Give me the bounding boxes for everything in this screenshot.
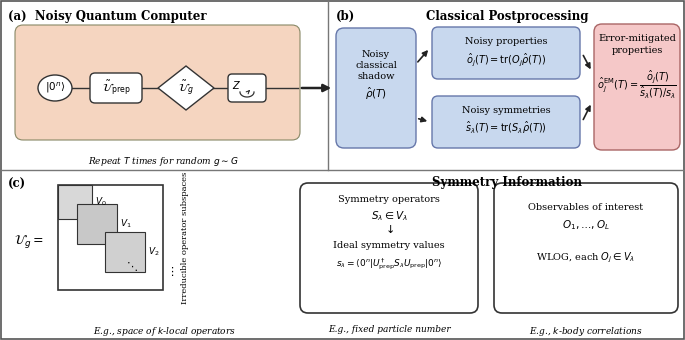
Text: $V_1$: $V_1$: [120, 218, 132, 230]
Text: E.g., $k$-body correlations: E.g., $k$-body correlations: [529, 325, 643, 338]
Polygon shape: [158, 66, 214, 110]
FancyBboxPatch shape: [90, 73, 142, 103]
Text: $S_\lambda \in V_\lambda$: $S_\lambda \in V_\lambda$: [371, 209, 408, 223]
Bar: [58, 185, 163, 290]
Bar: [105, 232, 145, 272]
FancyBboxPatch shape: [432, 27, 580, 79]
Text: $\ddots$: $\ddots$: [125, 260, 138, 273]
Text: classical: classical: [355, 61, 397, 70]
FancyBboxPatch shape: [21, 31, 294, 134]
FancyBboxPatch shape: [432, 96, 580, 148]
FancyBboxPatch shape: [15, 25, 300, 140]
Text: $\tilde{\mathcal{U}}_\mathrm{prep}$: $\tilde{\mathcal{U}}_\mathrm{prep}$: [101, 78, 130, 98]
Text: E.g., space of $k$-local operators: E.g., space of $k$-local operators: [93, 325, 236, 338]
Text: Symmetry operators: Symmetry operators: [338, 195, 440, 204]
Text: Irreducible operator subspaces: Irreducible operator subspaces: [181, 171, 189, 304]
Ellipse shape: [38, 75, 72, 101]
Text: Repeat $T$ times for random $g \sim G$: Repeat $T$ times for random $g \sim G$: [88, 155, 238, 168]
Text: $O_1,\ldots,O_L$: $O_1,\ldots,O_L$: [562, 218, 610, 232]
Text: properties: properties: [611, 46, 662, 55]
Text: $\mathcal{U}_g =$: $\mathcal{U}_g =$: [14, 234, 44, 251]
Text: Noisy: Noisy: [362, 50, 390, 59]
Text: $\hat{s}_\lambda(T) = \mathrm{tr}(S_\lambda\hat{\rho}(T))$: $\hat{s}_\lambda(T) = \mathrm{tr}(S_\lam…: [465, 120, 547, 136]
FancyBboxPatch shape: [300, 183, 478, 313]
Text: (b): (b): [336, 10, 356, 23]
Text: (c): (c): [8, 178, 26, 191]
FancyBboxPatch shape: [494, 183, 678, 313]
Text: $|0^n\rangle$: $|0^n\rangle$: [45, 81, 65, 95]
Text: $s_\lambda = \langle 0^n|U^\dagger_\mathrm{prep}S_\lambda U_\mathrm{prep}|0^n\ra: $s_\lambda = \langle 0^n|U^\dagger_\math…: [336, 256, 443, 272]
Text: $V_2$: $V_2$: [148, 246, 160, 258]
Bar: [77, 204, 117, 244]
Bar: [58, 185, 92, 219]
Text: E.g., fixed particle number: E.g., fixed particle number: [327, 325, 450, 334]
FancyBboxPatch shape: [336, 28, 416, 148]
Text: Classical Postprocessing: Classical Postprocessing: [426, 10, 588, 23]
Text: $\tilde{\mathcal{U}}_g$: $\tilde{\mathcal{U}}_g$: [178, 78, 194, 98]
Text: Error-mitigated: Error-mitigated: [598, 34, 676, 43]
Text: $V_0$: $V_0$: [95, 195, 106, 208]
Text: $Z$: $Z$: [232, 79, 241, 91]
Text: Noisy symmetries: Noisy symmetries: [462, 106, 550, 115]
Text: (a)  Noisy Quantum Computer: (a) Noisy Quantum Computer: [8, 10, 207, 23]
FancyBboxPatch shape: [18, 28, 297, 137]
Text: Noisy properties: Noisy properties: [464, 37, 547, 46]
Text: $\hat{o}_j^\mathrm{EM}(T) = \dfrac{\hat{o}_j(T)}{\hat{s}_\lambda(T)/s_\lambda}$: $\hat{o}_j^\mathrm{EM}(T) = \dfrac{\hat{…: [597, 69, 677, 101]
Text: $\hat{o}_j(T) = \mathrm{tr}(O_j\hat{\rho}(T))$: $\hat{o}_j(T) = \mathrm{tr}(O_j\hat{\rho…: [466, 51, 546, 68]
Text: Ideal symmetry values: Ideal symmetry values: [333, 241, 445, 250]
FancyBboxPatch shape: [228, 74, 266, 102]
FancyBboxPatch shape: [594, 24, 680, 150]
Text: WLOG, each $O_j \in V_\lambda$: WLOG, each $O_j \in V_\lambda$: [536, 251, 636, 266]
Text: $\vdots$: $\vdots$: [166, 265, 174, 277]
Text: shadow: shadow: [358, 72, 395, 81]
Text: $\downarrow$: $\downarrow$: [384, 223, 395, 235]
Text: Symmetry Information: Symmetry Information: [432, 176, 582, 189]
Text: $\hat{\rho}(T)$: $\hat{\rho}(T)$: [365, 86, 387, 102]
Text: Observables of interest: Observables of interest: [528, 203, 644, 212]
